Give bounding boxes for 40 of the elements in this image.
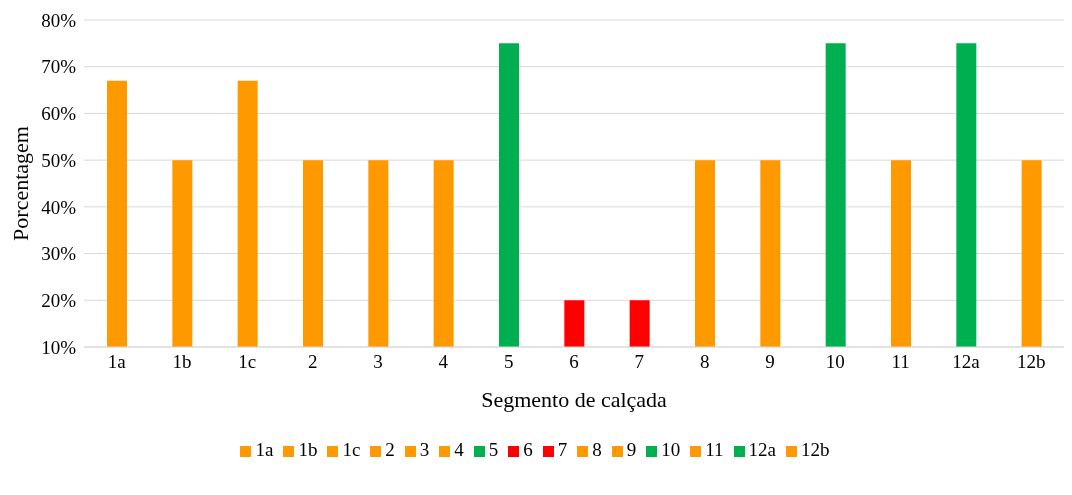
y-tick-label: 70% bbox=[41, 56, 77, 78]
legend-label: 12b bbox=[801, 439, 830, 460]
legend-label: 1a bbox=[255, 439, 274, 460]
x-tick-label: 10 bbox=[825, 351, 845, 373]
legend-label: 10 bbox=[661, 439, 681, 460]
y-tick-label: 50% bbox=[41, 149, 77, 171]
x-tick-label: 6 bbox=[569, 351, 579, 373]
x-tick-label: 4 bbox=[438, 351, 449, 373]
legend-label: 8 bbox=[592, 439, 602, 460]
x-tick-label: 5 bbox=[503, 351, 514, 373]
legend-label: 2 bbox=[385, 439, 395, 460]
x-tick-label: 11 bbox=[891, 351, 910, 373]
legend-label: 11 bbox=[705, 439, 724, 460]
y-tick-label: 20% bbox=[41, 290, 77, 312]
legend-label: 12a bbox=[748, 439, 777, 460]
legend-label: 1c bbox=[342, 439, 361, 460]
y-axis-title: Porcentagem bbox=[7, 126, 33, 241]
x-tick-label: 1c bbox=[238, 351, 257, 373]
x-axis-title: Segmento de calçada bbox=[481, 387, 668, 412]
legend-label: 7 bbox=[557, 439, 568, 460]
x-tick-label: 1a bbox=[107, 351, 127, 373]
y-tick-label: 60% bbox=[41, 103, 77, 125]
y-tick-label: 40% bbox=[41, 196, 77, 218]
x-tick-label: 12b bbox=[1017, 351, 1046, 373]
legend-label: 9 bbox=[626, 439, 637, 460]
x-tick-label: 3 bbox=[373, 351, 383, 373]
legend-label: 4 bbox=[454, 439, 464, 460]
y-tick-label: 30% bbox=[41, 243, 77, 265]
x-tick-label: 9 bbox=[765, 351, 775, 373]
legend-label: 1b bbox=[298, 439, 318, 460]
x-tick-label: 12a bbox=[952, 351, 981, 373]
x-tick-label: 7 bbox=[634, 351, 645, 373]
x-tick-label: 8 bbox=[699, 351, 710, 373]
x-tick-label: 2 bbox=[307, 351, 318, 373]
legend-label: 6 bbox=[523, 439, 533, 460]
legend-label: 5 bbox=[488, 439, 499, 460]
legend-label: 3 bbox=[419, 439, 430, 460]
x-tick-label: 1b bbox=[172, 351, 192, 373]
y-tick-label: 10% bbox=[41, 336, 77, 358]
y-tick-label: 80% bbox=[41, 9, 77, 31]
